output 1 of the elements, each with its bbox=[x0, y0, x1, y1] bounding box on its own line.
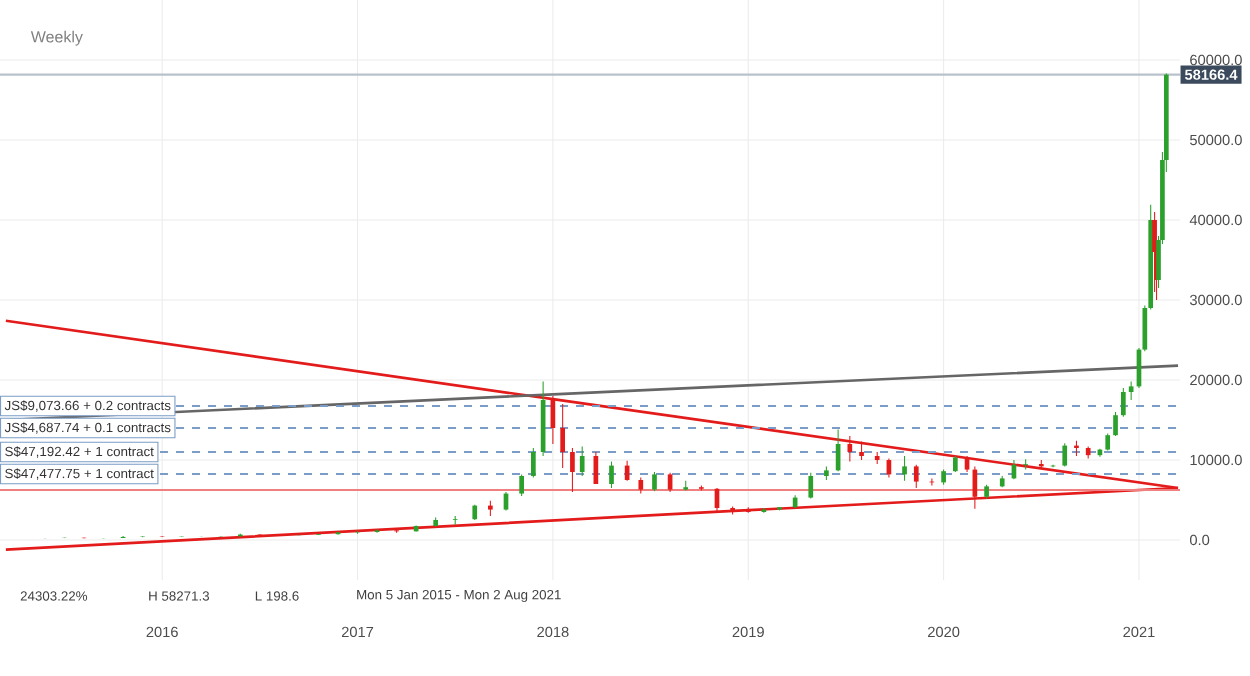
text: Weekly bbox=[30, 30, 83, 46]
